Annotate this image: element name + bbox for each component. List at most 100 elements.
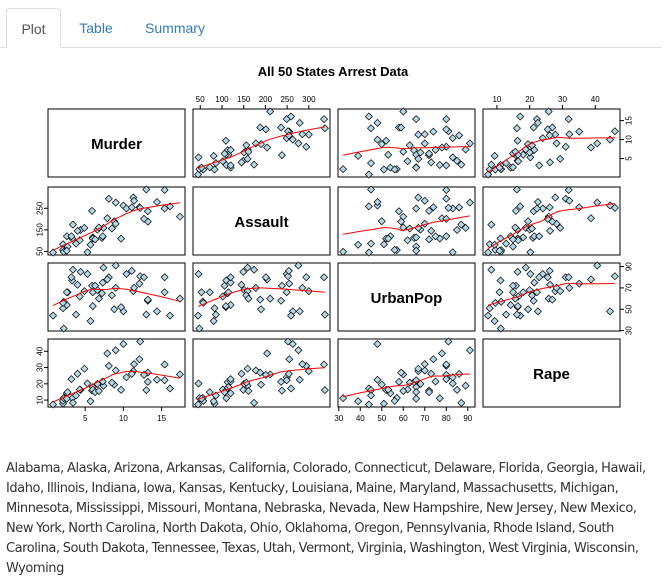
point-urbanpop-murder: [143, 295, 152, 304]
point-murder-assault: [243, 154, 252, 163]
point-murder-urbanpop: [339, 165, 348, 174]
point-murder-rape: [587, 143, 595, 152]
point-urbanpop-rape: [610, 272, 619, 281]
point-murder-assault: [277, 123, 286, 132]
point-assault-urbanpop: [390, 245, 399, 254]
tab-plot[interactable]: Plot: [6, 8, 61, 48]
point-urbanpop-assault: [261, 273, 270, 282]
tab-table[interactable]: Table: [79, 20, 113, 36]
point-urbanpop-rape: [528, 291, 536, 300]
point-murder-assault: [277, 151, 286, 160]
point-urbanpop-murder: [94, 294, 103, 303]
panel-rape-rape: [482, 338, 621, 408]
point-assault-murder: [49, 248, 58, 257]
tick-label-bottom-urbanpop: 80: [442, 414, 451, 423]
point-murder-assault: [194, 170, 203, 179]
tick-label-top-assault: 150: [237, 95, 251, 104]
point-urbanpop-assault: [194, 270, 203, 279]
point-assault-urbanpop: [364, 248, 373, 257]
tick-label-left-rape: 20: [36, 379, 45, 388]
point-assault-urbanpop: [420, 196, 429, 205]
tick-label-top-assault: 250: [280, 95, 294, 104]
point-rape-murder: [93, 379, 102, 388]
point-rape-urbanpop: [414, 364, 423, 373]
point-murder-rape: [552, 139, 561, 148]
point-urbanpop-murder: [110, 305, 119, 314]
point-murder-urbanpop: [373, 135, 382, 144]
tick-label-top-assault: 200: [259, 95, 273, 104]
point-urbanpop-assault: [195, 324, 204, 333]
point-rape-urbanpop: [354, 397, 363, 406]
point-urbanpop-assault: [294, 261, 303, 270]
point-rape-assault: [287, 384, 296, 393]
point-urbanpop-rape: [506, 301, 515, 309]
point-assault-rape: [538, 204, 547, 213]
point-urbanpop-murder: [75, 292, 84, 301]
point-assault-murder: [111, 219, 120, 228]
tick-label-bottom-murder: 15: [157, 414, 166, 423]
point-murder-assault: [226, 161, 235, 170]
point-murder-urbanpop: [431, 145, 440, 154]
point-urbanpop-rape: [535, 273, 544, 282]
point-murder-urbanpop: [367, 159, 376, 168]
tick-label-left-rape: 10: [36, 395, 45, 404]
point-assault-murder: [88, 206, 97, 215]
point-murder-assault: [266, 107, 275, 116]
point-urbanpop-rape: [508, 281, 517, 290]
point-assault-rape: [543, 214, 552, 223]
point-rape-murder: [104, 361, 113, 370]
point-assault-urbanpop: [379, 240, 388, 249]
point-murder-assault: [263, 143, 272, 152]
point-urbanpop-rape: [502, 310, 511, 319]
point-assault-rape: [502, 239, 511, 248]
point-urbanpop-assault: [287, 311, 296, 320]
tab-summary[interactable]: Summary: [145, 20, 205, 36]
point-assault-rape: [495, 246, 504, 255]
point-rape-murder: [49, 400, 58, 409]
point-murder-urbanpop: [442, 125, 451, 134]
tick-label-bottom-urbanpop: 90: [463, 414, 472, 423]
point-assault-rape: [516, 202, 525, 211]
point-urbanpop-assault: [210, 304, 219, 313]
point-urbanpop-rape: [545, 266, 554, 275]
point-assault-murder: [140, 214, 149, 223]
tick-label-left-rape: 40: [36, 346, 45, 355]
point-urbanpop-assault: [194, 311, 203, 320]
point-urbanpop-murder: [140, 273, 149, 282]
point-rape-assault: [284, 337, 292, 346]
point-urbanpop-assault: [302, 273, 311, 282]
point-murder-urbanpop: [390, 165, 399, 174]
point-murder-rape: [519, 150, 528, 159]
point-rape-urbanpop: [431, 377, 440, 386]
point-urbanpop-murder: [117, 303, 126, 312]
point-assault-murder: [86, 240, 95, 249]
tab-bar-divider: [0, 47, 662, 48]
point-rape-assault: [243, 364, 252, 373]
point-murder-rape: [544, 107, 553, 116]
point-assault-murder: [62, 246, 71, 255]
states-list: Alabama, Alaska, Arizona, Arkansas, Cali…: [6, 461, 646, 576]
point-urbanpop-murder: [111, 261, 120, 270]
chart-title: All 50 States Arrest Data: [258, 64, 409, 79]
point-rape-assault: [226, 375, 235, 384]
point-assault-urbanpop: [367, 185, 376, 194]
point-rape-murder: [107, 378, 116, 387]
point-murder-urbanpop: [420, 139, 429, 148]
point-murder-urbanpop: [384, 150, 393, 159]
point-murder-urbanpop: [448, 134, 457, 143]
point-rape-murder: [72, 391, 80, 400]
point-urbanpop-murder: [88, 302, 97, 311]
point-murder-urbanpop: [412, 163, 421, 172]
point-rape-murder: [73, 369, 82, 378]
point-urbanpop-assault: [244, 294, 253, 303]
point-murder-urbanpop: [399, 107, 408, 116]
point-urbanpop-assault: [224, 288, 233, 297]
point-rape-murder: [122, 373, 131, 382]
point-urbanpop-assault: [277, 296, 286, 305]
point-assault-rape: [565, 196, 574, 205]
point-murder-assault: [209, 151, 218, 160]
smoother-line-assault-urbanpop: [343, 215, 470, 235]
point-urbanpop-assault: [282, 288, 291, 297]
point-rape-urbanpop: [397, 368, 406, 377]
diagonal-label-rape: Rape: [533, 366, 570, 383]
